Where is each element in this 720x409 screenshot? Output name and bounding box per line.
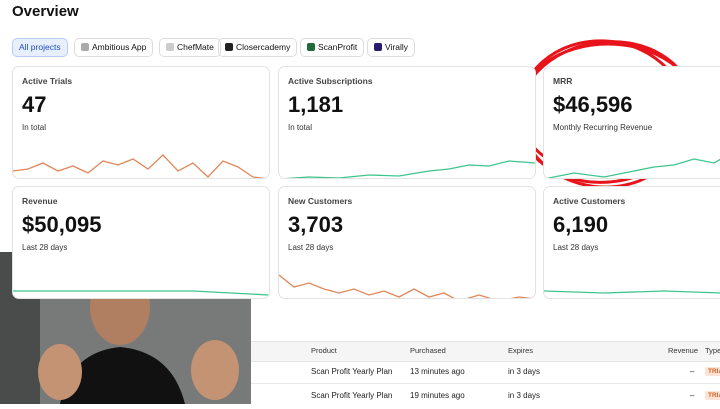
column-header: Purchased	[410, 346, 446, 355]
sparkline	[13, 154, 267, 178]
sparkline	[545, 158, 720, 178]
tab-label: ChefMate	[177, 42, 214, 52]
card-label: Active Subscriptions	[288, 76, 373, 86]
sparkline-path	[279, 274, 533, 298]
column-header: Type	[705, 346, 720, 355]
type-badge: TRIAL	[705, 367, 720, 376]
card-label: Revenue	[22, 196, 58, 206]
card-value: 47	[22, 92, 47, 117]
table-cell: –	[690, 391, 695, 400]
sparkline	[284, 160, 535, 178]
sparkline	[544, 290, 720, 294]
sparkline-path	[545, 158, 720, 178]
tab-icon	[166, 43, 174, 51]
tab-icon	[81, 43, 89, 51]
table-cell: –	[690, 367, 695, 376]
metric-card: New Customers 3,703 Last 28 days	[278, 186, 536, 299]
metric-card: Active Customers 6,190 Last 28 days	[543, 186, 720, 299]
metric-card: MRR $46,596 Monthly Recurring Revenue	[543, 66, 720, 179]
project-tab[interactable]: Ambitious App	[74, 38, 154, 57]
card-note: Last 28 days	[553, 243, 599, 252]
project-tab[interactable]: All projects	[12, 38, 68, 57]
card-note: Monthly Recurring Revenue	[553, 123, 653, 132]
table-cell: Scan Profit Yearly Plan	[311, 391, 393, 400]
project-tab[interactable]: Closercademy	[218, 38, 298, 57]
row-divider	[250, 383, 720, 384]
sparkline-path	[13, 290, 269, 296]
table-cell: 19 minutes ago	[410, 391, 465, 400]
tab-label: All projects	[19, 42, 61, 52]
card-note: Last 28 days	[22, 243, 68, 252]
metric-card: Active Subscriptions 1,181 In total	[278, 66, 536, 179]
column-header: Revenue	[668, 346, 699, 355]
tab-label: ScanProfit	[318, 42, 358, 52]
sparkline	[13, 290, 269, 296]
card-label: Active Trials	[22, 76, 73, 86]
tab-label: Closercademy	[236, 42, 291, 52]
project-tab[interactable]: Virally	[367, 38, 415, 57]
tab-icon	[374, 43, 382, 51]
tab-label: Virally	[385, 42, 408, 52]
card-label: Active Customers	[553, 196, 626, 206]
project-tab[interactable]: ChefMate	[159, 38, 221, 57]
tab-label: Ambitious App	[92, 42, 147, 52]
card-label: MRR	[553, 76, 573, 86]
table-cell: Scan Profit Yearly Plan	[311, 367, 393, 376]
sparkline	[279, 274, 533, 298]
sparkline-path	[13, 154, 267, 178]
card-value: 3,703	[288, 212, 344, 237]
table-cell: in 3 days	[508, 367, 541, 376]
metric-card: Active Trials 47 In total	[12, 66, 270, 179]
tab-icon	[307, 43, 315, 51]
card-note: In total	[22, 123, 47, 132]
table-cell: in 3 days	[508, 391, 541, 400]
card-label: New Customers	[288, 196, 353, 206]
project-tab[interactable]: ScanProfit	[300, 38, 365, 57]
card-value: 6,190	[553, 212, 609, 237]
sparkline-path	[284, 160, 535, 178]
card-note: Last 28 days	[288, 243, 334, 252]
page-title: Overview	[12, 3, 79, 20]
card-value: $50,095	[22, 212, 102, 237]
table-cell: 13 minutes ago	[410, 367, 465, 376]
table-header	[250, 341, 720, 362]
sparkline-path	[544, 290, 720, 294]
column-header: Product	[311, 346, 337, 355]
column-header: Expires	[508, 346, 534, 355]
tab-icon	[225, 43, 233, 51]
type-badge: TRIAL	[705, 391, 720, 400]
card-value: $46,596	[553, 92, 633, 117]
card-note: In total	[288, 123, 313, 132]
card-value: 1,181	[288, 92, 344, 117]
metric-card: Revenue $50,095 Last 28 days	[12, 186, 270, 299]
